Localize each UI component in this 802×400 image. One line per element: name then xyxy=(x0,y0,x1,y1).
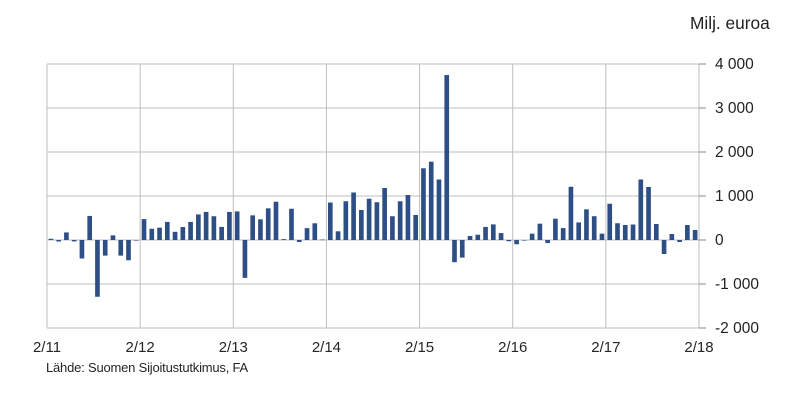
svg-text:1 000: 1 000 xyxy=(715,188,754,205)
svg-text:3 000: 3 000 xyxy=(715,100,754,117)
svg-text:2/13: 2/13 xyxy=(219,339,248,356)
svg-text:2/12: 2/12 xyxy=(126,339,155,356)
svg-text:2/18: 2/18 xyxy=(684,339,713,356)
svg-text:2/17: 2/17 xyxy=(591,339,620,356)
svg-text:2/14: 2/14 xyxy=(312,339,341,356)
svg-text:2/16: 2/16 xyxy=(498,339,527,356)
svg-text:4 000: 4 000 xyxy=(715,56,754,73)
svg-text:-1 000: -1 000 xyxy=(715,276,759,293)
svg-text:2/11: 2/11 xyxy=(33,339,61,356)
svg-text:0: 0 xyxy=(715,232,724,249)
svg-text:-2 000: -2 000 xyxy=(715,320,759,337)
svg-text:2/15: 2/15 xyxy=(405,339,434,356)
svg-text:2 000: 2 000 xyxy=(715,144,754,161)
